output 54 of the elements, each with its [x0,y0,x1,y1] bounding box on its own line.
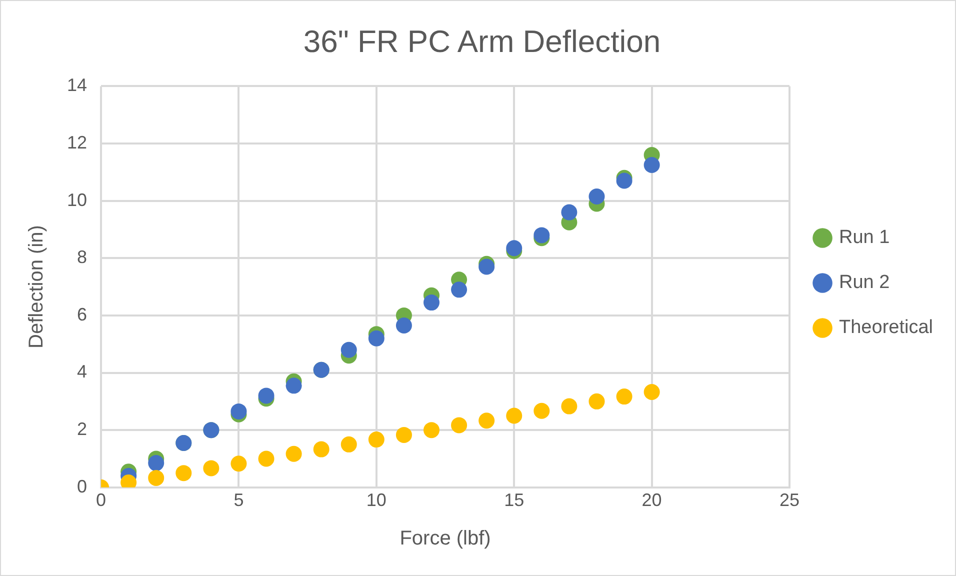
point [506,408,522,424]
point [644,384,660,400]
y-tick-label: 14 [66,75,88,96]
point [561,398,578,414]
x-tick-label: 10 [366,490,386,510]
x-tick-label: 0 [96,490,106,510]
point [258,450,274,467]
legend-label: Run 2 [839,272,890,294]
legend-label: Theoretical [839,317,934,338]
point [176,465,192,482]
point [534,402,550,419]
y-tick-label: 0 [77,476,88,496]
y-tick-label: 4 [77,362,88,382]
point [423,422,440,438]
point [451,282,468,298]
point [588,393,605,410]
point [148,455,164,472]
y-tick-label: 6 [77,304,88,324]
point [534,227,550,244]
point [616,172,632,189]
point [561,204,578,220]
x-tick-label: 15 [504,490,524,510]
y-tick-label: 2 [77,419,88,440]
point [286,378,302,394]
point [396,317,412,334]
point [423,294,440,311]
point [230,456,247,472]
point [368,432,384,448]
point [340,436,357,452]
point [478,412,495,429]
point [340,342,357,358]
legend-label: Run 1 [839,227,890,248]
point [313,441,330,458]
x-tick-label: 5 [234,490,244,510]
point [148,470,164,486]
x-tick-label: 25 [779,490,800,510]
point [368,330,384,346]
chart-title: 36" FR PC Arm Deflection [303,24,661,60]
y-axis-title: Deflection (in) [26,225,48,348]
point [230,403,247,420]
x-tick-label: 20 [642,490,662,510]
point [396,426,412,443]
y-tick-label: 12 [66,132,88,152]
point [478,258,495,275]
y-tick-label: 10 [66,190,88,210]
point [588,188,605,205]
point [203,460,220,476]
point [451,417,468,434]
y-tick-label: 8 [77,247,88,268]
point [616,388,632,405]
point [258,388,274,404]
point [644,157,660,174]
x-axis-title: Force (lbf) [400,528,491,550]
point [286,446,302,462]
